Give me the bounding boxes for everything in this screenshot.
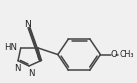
Text: O: O bbox=[110, 50, 117, 59]
Text: N: N bbox=[28, 69, 34, 78]
Text: CH₃: CH₃ bbox=[120, 50, 134, 59]
Text: N: N bbox=[14, 64, 20, 73]
Text: HN: HN bbox=[4, 43, 17, 52]
Text: N: N bbox=[25, 20, 32, 29]
